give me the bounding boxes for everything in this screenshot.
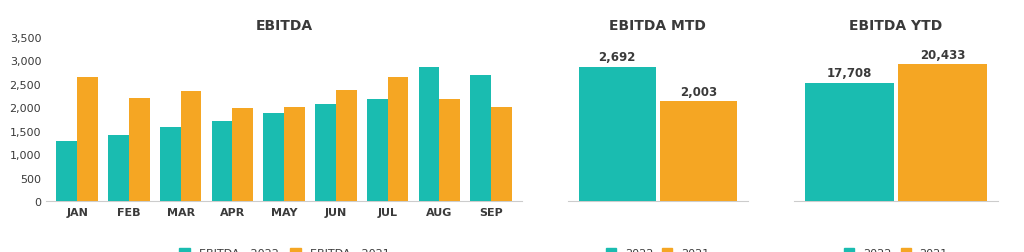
Bar — [129, 99, 150, 202]
Bar — [470, 76, 492, 202]
Text: 2,003: 2,003 — [680, 85, 717, 99]
Text: 17,708: 17,708 — [826, 67, 872, 80]
Bar — [367, 100, 388, 202]
Bar — [109, 135, 129, 202]
Bar — [336, 90, 356, 202]
Bar — [439, 100, 460, 202]
Bar — [805, 83, 894, 202]
Bar — [285, 108, 305, 202]
Bar — [419, 68, 439, 202]
Bar — [898, 65, 987, 202]
Bar — [232, 109, 253, 202]
Bar — [659, 102, 737, 202]
Legend: 2022, 2021: 2022, 2021 — [606, 248, 710, 252]
Title: EBITDA MTD: EBITDA MTD — [609, 19, 707, 33]
Legend: 2022, 2021: 2022, 2021 — [845, 248, 947, 252]
Text: 20,433: 20,433 — [920, 49, 966, 62]
Bar — [263, 114, 284, 202]
Legend: EBITDA - 2022, EBITDA - 2021: EBITDA - 2022, EBITDA - 2021 — [179, 248, 389, 252]
Bar — [180, 91, 202, 202]
Bar — [77, 78, 98, 202]
Bar — [56, 142, 77, 202]
Title: EBITDA YTD: EBITDA YTD — [849, 19, 943, 33]
Title: EBITDA: EBITDA — [256, 19, 312, 33]
Bar — [492, 108, 512, 202]
Text: 2,692: 2,692 — [598, 51, 636, 64]
Bar — [315, 104, 336, 202]
Bar — [160, 128, 180, 202]
Bar — [579, 67, 656, 202]
Bar — [388, 78, 409, 202]
Bar — [212, 121, 232, 202]
